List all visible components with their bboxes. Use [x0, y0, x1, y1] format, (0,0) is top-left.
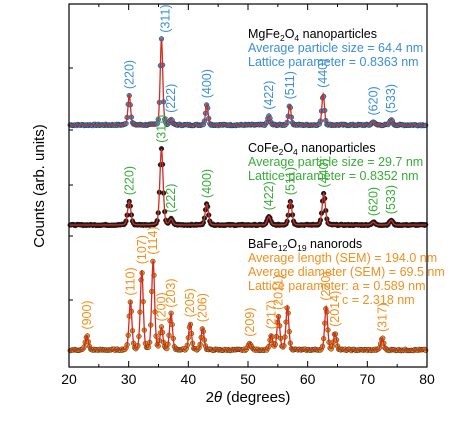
peak-label-bafe: (206) — [196, 293, 210, 322]
legend-segment: nanorods — [307, 237, 363, 251]
x-tick-label-50: 50 — [240, 371, 256, 387]
legend-segment: CoFe — [248, 141, 279, 155]
peak-label-mgfe: (422) — [262, 81, 276, 110]
x-tick-label-30: 30 — [121, 371, 137, 387]
legend-segment: MgFe — [248, 27, 280, 41]
x-tick-label-60: 60 — [300, 371, 316, 387]
peak-label-cofe: (311) — [155, 115, 169, 143]
peak-label-cofe: (440) — [317, 158, 331, 187]
x-axis-label-suffix: (degrees) — [222, 389, 290, 406]
x-tick-label-80: 80 — [419, 371, 435, 387]
peak-label-cofe: (400) — [200, 169, 214, 198]
peak-label-bafe: (114) — [146, 226, 160, 254]
info-line-bafe: Average length (SEM) = 194.0 nm — [248, 251, 437, 265]
y-axis-label: Counts (arb. units) — [31, 124, 48, 247]
legend-title-bafe: BaFe12O19 nanorods — [248, 237, 362, 253]
annotations: (220) (311) (222) (400) (422) (511) (440) (620)… — [80, 4, 445, 336]
legend-title-mgfe: MgFe2O4 nanoparticles — [248, 27, 377, 43]
peak-label-cofe: (620) — [366, 187, 380, 216]
x-axis-label: 2θ (degrees) — [206, 389, 291, 406]
peak-label-cofe: (511) — [283, 167, 297, 195]
x-axis: 20 30 40 50 60 70 80 — [61, 4, 435, 387]
info-line-cofe: Average particle size = 29.7 nm — [248, 155, 423, 169]
peak-label-bafe: (107) — [135, 235, 149, 264]
peak-label-mgfe: (222) — [164, 84, 178, 113]
peak-label-bafe: (217) — [264, 300, 278, 329]
legend-segment: 4 — [294, 33, 299, 43]
info-line-bafe: Average diameter (SEM) = 69.5 nm — [248, 265, 445, 279]
legend-segment: 2 — [280, 33, 285, 43]
peak-label-mgfe: (311) — [159, 4, 173, 32]
peak-label-mgfe: (440) — [316, 59, 330, 88]
legend-segment: nanoparticles — [298, 141, 376, 155]
legend-segment: 2 — [279, 147, 284, 157]
peak-label-bafe: (900) — [80, 300, 94, 329]
legend-segment: O — [285, 27, 295, 41]
legend-segment: 19 — [297, 243, 307, 253]
x-tick-label-20: 20 — [61, 371, 77, 387]
peak-label-mgfe: (400) — [200, 69, 214, 98]
info-line-bafe: c = 2.318 nm — [342, 293, 415, 307]
legend-segment: 4 — [293, 147, 298, 157]
peak-label-bafe: (209) — [243, 308, 257, 337]
info-line-mgfe: Average particle size = 64.4 nm — [248, 41, 423, 55]
series-mgfe-fit-line — [69, 38, 427, 126]
peak-label-bafe: (200) — [155, 292, 169, 321]
peak-label-bafe: (203) — [164, 279, 178, 308]
series-bafe-fit-line — [69, 260, 427, 351]
peak-label-cofe: (422) — [262, 181, 276, 210]
info-line-cofe: Lattice parameter = 0.8352 nm — [248, 169, 419, 183]
x-tick-label-40: 40 — [181, 371, 197, 387]
peak-label-mgfe: (620) — [366, 86, 380, 115]
plot-area — [67, 36, 429, 354]
peak-label-bafe: (205) — [183, 288, 197, 317]
peak-label-bafe: (2011) — [271, 275, 285, 310]
peak-label-bafe: (220) — [319, 272, 333, 301]
peak-label-mgfe: (220) — [122, 60, 136, 89]
peak-label-cofe: (222) — [164, 184, 178, 213]
x-tick-label-70: 70 — [360, 371, 376, 387]
peak-label-mgfe: (511) — [283, 71, 297, 99]
info-line-mgfe: Lattice parameter = 0.8363 nm — [248, 55, 419, 69]
peak-label-cofe: (533) — [384, 185, 398, 214]
peak-label-bafe: (317) — [375, 303, 389, 332]
legend-title-cofe: CoFe2O4 nanoparticles — [248, 141, 376, 157]
series-cofe-fit-line — [69, 148, 427, 226]
legend-segment: BaFe — [248, 237, 278, 251]
info-line-bafe: Lattice parameter: a = 0.589 nm — [248, 279, 426, 293]
legend-segment: 12 — [278, 243, 288, 253]
peak-label-mgfe: (533) — [384, 84, 398, 113]
legend-segment: O — [283, 141, 293, 155]
peak-label-bafe: (110) — [124, 267, 138, 295]
peak-label-bafe: (2014) — [328, 291, 342, 327]
x-axis-label-theta: θ — [214, 389, 222, 406]
legend-segment: nanoparticles — [299, 27, 377, 41]
x-axis-label-prefix: 2 — [206, 389, 214, 406]
peak-label-cofe: (220) — [122, 166, 136, 195]
legend-segment: O — [287, 237, 297, 251]
